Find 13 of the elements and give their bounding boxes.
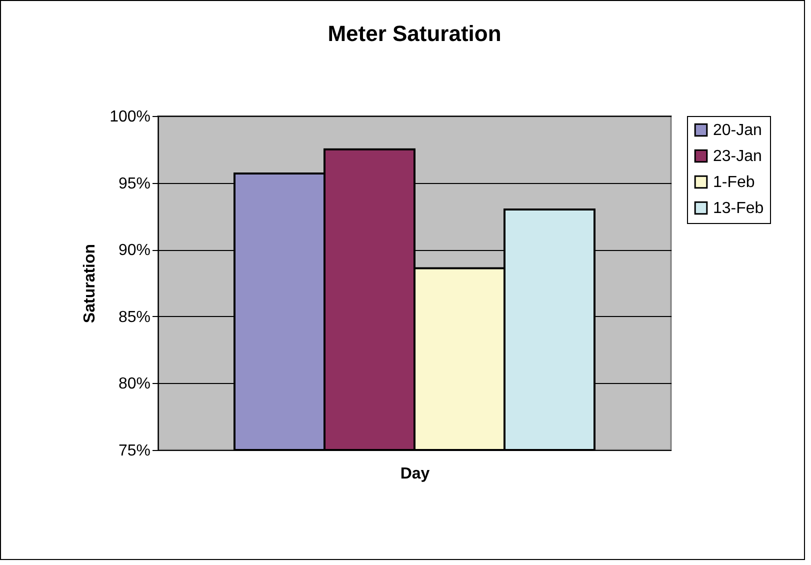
x-axis-title: Day: [400, 466, 430, 482]
y-tick-label: 100%: [110, 108, 150, 126]
y-tick-label: 75%: [118, 442, 150, 460]
legend-label: 20-Jan: [713, 122, 762, 139]
legend-label: 23-Jan: [713, 148, 762, 165]
y-tick-label: 85%: [118, 308, 150, 326]
y-tick-label: 80%: [118, 376, 150, 393]
legend-label: 13-Feb: [713, 200, 764, 217]
legend-label: 1-Feb: [713, 174, 755, 191]
y-tick-label: 95%: [118, 175, 150, 192]
chart-title: Meter Saturation: [328, 21, 502, 46]
y-axis-title: Saturation: [82, 244, 99, 324]
y-tick-label: 90%: [118, 242, 150, 260]
